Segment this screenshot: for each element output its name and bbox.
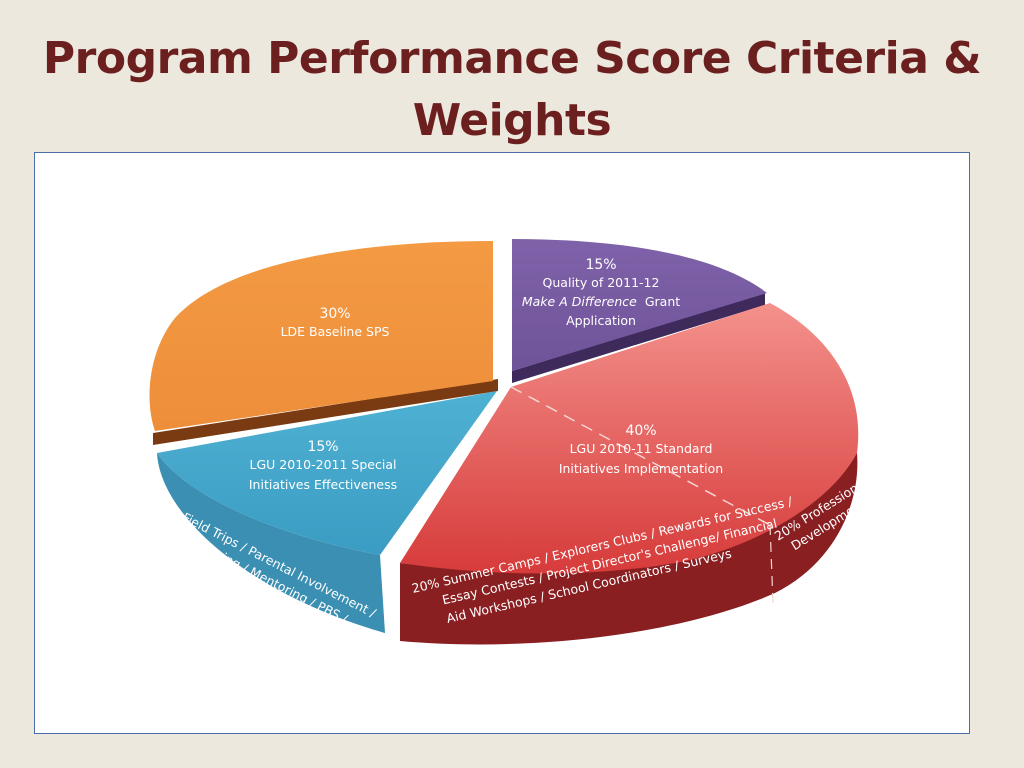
slice-purple-top [512,239,767,371]
slice-blue-side [157,453,385,633]
slice-lgu-standard: 40% LGU 2010-11 Standard Initiatives Imp… [400,303,870,645]
slice-purple-rest: Grant [645,294,680,309]
slice-purple-label: Quality of 2011-12 [543,275,660,290]
pie-chart: 30% LDE Baseline SPS 15% Quality of 2011… [149,239,870,645]
slice-lgu-special: 15% LGU 2010-2011 Special Initiatives Ef… [157,391,497,633]
slice-blue-label-line2: Initiatives Effectiveness [249,477,397,492]
slice-blue-label: LGU 2010-2011 Special [250,457,397,472]
slice-red-label: LGU 2010-11 Standard [570,441,713,456]
slice-blue-pct: 15% [307,439,338,455]
slice-red-label-line2: Initiatives Implementation [559,461,723,476]
chart-frame: 30% LDE Baseline SPS 15% Quality of 2011… [34,152,970,734]
slice-red-side-divider [769,524,774,604]
title-line-2: Weights [412,95,612,146]
slice-orange-top [149,241,494,431]
slice-quality-2011: 15% Quality of 2011-12 Make A Difference… [512,239,767,383]
slice-purple-label-line2: Make A Difference Grant [522,294,680,309]
slice-lde-baseline: 30% LDE Baseline SPS [149,241,498,445]
slice-red-divider [510,386,771,526]
title-line-1: Program Performance Score Criteria & [42,33,982,84]
slice-orange-pct: 30% [319,306,350,322]
slice-red-top [400,303,859,574]
slice-purple-pct: 15% [585,257,616,273]
slide-title: Program Performance Score Criteria & Wei… [0,28,1024,152]
slice-blue-top [157,391,497,555]
slice-purple-side [512,293,765,383]
slice-red-pct: 40% [625,423,656,439]
slice-orange-side [153,379,498,445]
slice-purple-label-line3: Application [566,313,636,328]
slice-orange-label: LDE Baseline SPS [281,324,390,339]
slice-purple-italic: Make A Difference [522,294,637,309]
